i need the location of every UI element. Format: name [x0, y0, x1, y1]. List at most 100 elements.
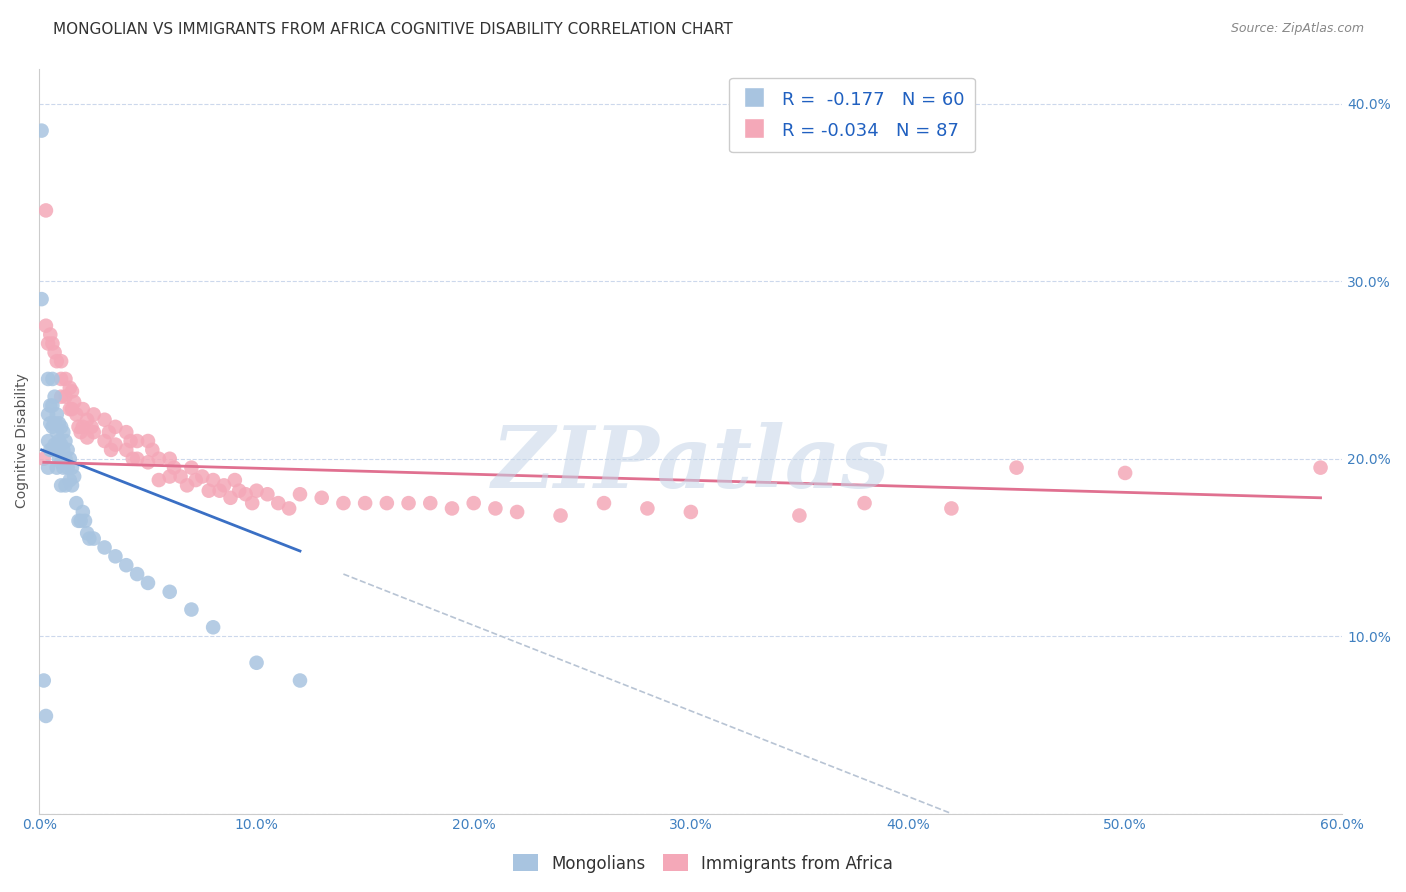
Immigrants from Africa: [228, 483, 250, 498]
Immigrants from Africa: [55, 390, 77, 404]
Mongolians: [63, 469, 86, 483]
Immigrants from Africa: [212, 478, 235, 492]
Mongolians: [37, 460, 59, 475]
Immigrants from Africa: [32, 451, 55, 466]
Immigrants from Africa: [191, 469, 214, 483]
Immigrants from Africa: [550, 508, 572, 523]
Mongolians: [49, 420, 72, 434]
Immigrants from Africa: [120, 434, 142, 448]
Mongolians: [76, 526, 98, 541]
Immigrants from Africa: [853, 496, 876, 510]
Immigrants from Africa: [141, 442, 163, 457]
Mongolians: [49, 437, 72, 451]
Immigrants from Africa: [76, 430, 98, 444]
Mongolians: [55, 434, 77, 448]
Mongolians: [136, 576, 159, 591]
Immigrants from Africa: [219, 491, 242, 505]
Mongolians: [41, 372, 63, 386]
Immigrants from Africa: [93, 413, 115, 427]
Mongolians: [104, 549, 127, 564]
Mongolians: [55, 451, 77, 466]
Immigrants from Africa: [159, 469, 181, 483]
Mongolians: [52, 425, 75, 439]
Immigrants from Africa: [267, 496, 290, 510]
Immigrants from Africa: [63, 395, 86, 409]
Immigrants from Africa: [59, 381, 82, 395]
Immigrants from Africa: [484, 501, 506, 516]
Legend: R =  -0.177   N = 60, R = -0.034   N = 87: R = -0.177 N = 60, R = -0.034 N = 87: [730, 78, 974, 153]
Mongolians: [49, 455, 72, 469]
Mongolians: [37, 372, 59, 386]
Immigrants from Africa: [35, 203, 58, 218]
Mongolians: [67, 514, 90, 528]
Immigrants from Africa: [97, 425, 120, 439]
Mongolians: [37, 408, 59, 422]
Immigrants from Africa: [375, 496, 398, 510]
Immigrants from Africa: [41, 336, 63, 351]
Immigrants from Africa: [72, 420, 94, 434]
Mongolians: [60, 478, 83, 492]
Immigrants from Africa: [636, 501, 658, 516]
Mongolians: [55, 478, 77, 492]
Mongolians: [41, 399, 63, 413]
Immigrants from Africa: [789, 508, 811, 523]
Mongolians: [65, 496, 87, 510]
Mongolians: [48, 451, 70, 466]
Mongolians: [79, 532, 101, 546]
Immigrants from Africa: [240, 496, 263, 510]
Immigrants from Africa: [72, 402, 94, 417]
Immigrants from Africa: [37, 336, 59, 351]
Immigrants from Africa: [332, 496, 354, 510]
Immigrants from Africa: [115, 442, 138, 457]
Mongolians: [202, 620, 225, 634]
Immigrants from Africa: [148, 473, 170, 487]
Immigrants from Africa: [69, 425, 91, 439]
Mongolians: [44, 437, 66, 451]
Immigrants from Africa: [127, 451, 149, 466]
Immigrants from Africa: [941, 501, 963, 516]
Mongolians: [59, 473, 82, 487]
Immigrants from Africa: [55, 372, 77, 386]
Mongolians: [35, 709, 58, 723]
Mongolians: [41, 442, 63, 457]
Immigrants from Africa: [39, 327, 62, 342]
Text: MONGOLIAN VS IMMIGRANTS FROM AFRICA COGNITIVE DISABILITY CORRELATION CHART: MONGOLIAN VS IMMIGRANTS FROM AFRICA COGN…: [53, 22, 733, 37]
Mongolians: [69, 514, 91, 528]
Text: Source: ZipAtlas.com: Source: ZipAtlas.com: [1230, 22, 1364, 36]
Mongolians: [39, 442, 62, 457]
Immigrants from Africa: [288, 487, 311, 501]
Immigrants from Africa: [184, 473, 207, 487]
Immigrants from Africa: [127, 434, 149, 448]
Immigrants from Africa: [136, 455, 159, 469]
Mongolians: [31, 123, 53, 137]
Mongolians: [39, 399, 62, 413]
Immigrants from Africa: [679, 505, 702, 519]
Mongolians: [45, 442, 67, 457]
Immigrants from Africa: [93, 434, 115, 448]
Immigrants from Africa: [593, 496, 616, 510]
Mongolians: [180, 602, 202, 616]
Immigrants from Africa: [180, 460, 202, 475]
Legend: Mongolians, Immigrants from Africa: Mongolians, Immigrants from Africa: [506, 847, 900, 880]
Mongolians: [31, 292, 53, 306]
Immigrants from Africa: [115, 425, 138, 439]
Immigrants from Africa: [202, 473, 225, 487]
Mongolians: [44, 390, 66, 404]
Immigrants from Africa: [65, 408, 87, 422]
Immigrants from Africa: [506, 505, 529, 519]
Immigrants from Africa: [83, 425, 105, 439]
Immigrants from Africa: [76, 413, 98, 427]
Immigrants from Africa: [45, 354, 67, 368]
Mongolians: [115, 558, 138, 573]
Immigrants from Africa: [136, 434, 159, 448]
Mongolians: [49, 478, 72, 492]
Mongolians: [83, 532, 105, 546]
Mongolians: [72, 505, 94, 519]
Mongolians: [48, 434, 70, 448]
Mongolians: [56, 460, 79, 475]
Text: ZIPatlas: ZIPatlas: [492, 422, 890, 505]
Mongolians: [44, 417, 66, 431]
Immigrants from Africa: [44, 345, 66, 359]
Immigrants from Africa: [60, 384, 83, 399]
Immigrants from Africa: [197, 483, 219, 498]
